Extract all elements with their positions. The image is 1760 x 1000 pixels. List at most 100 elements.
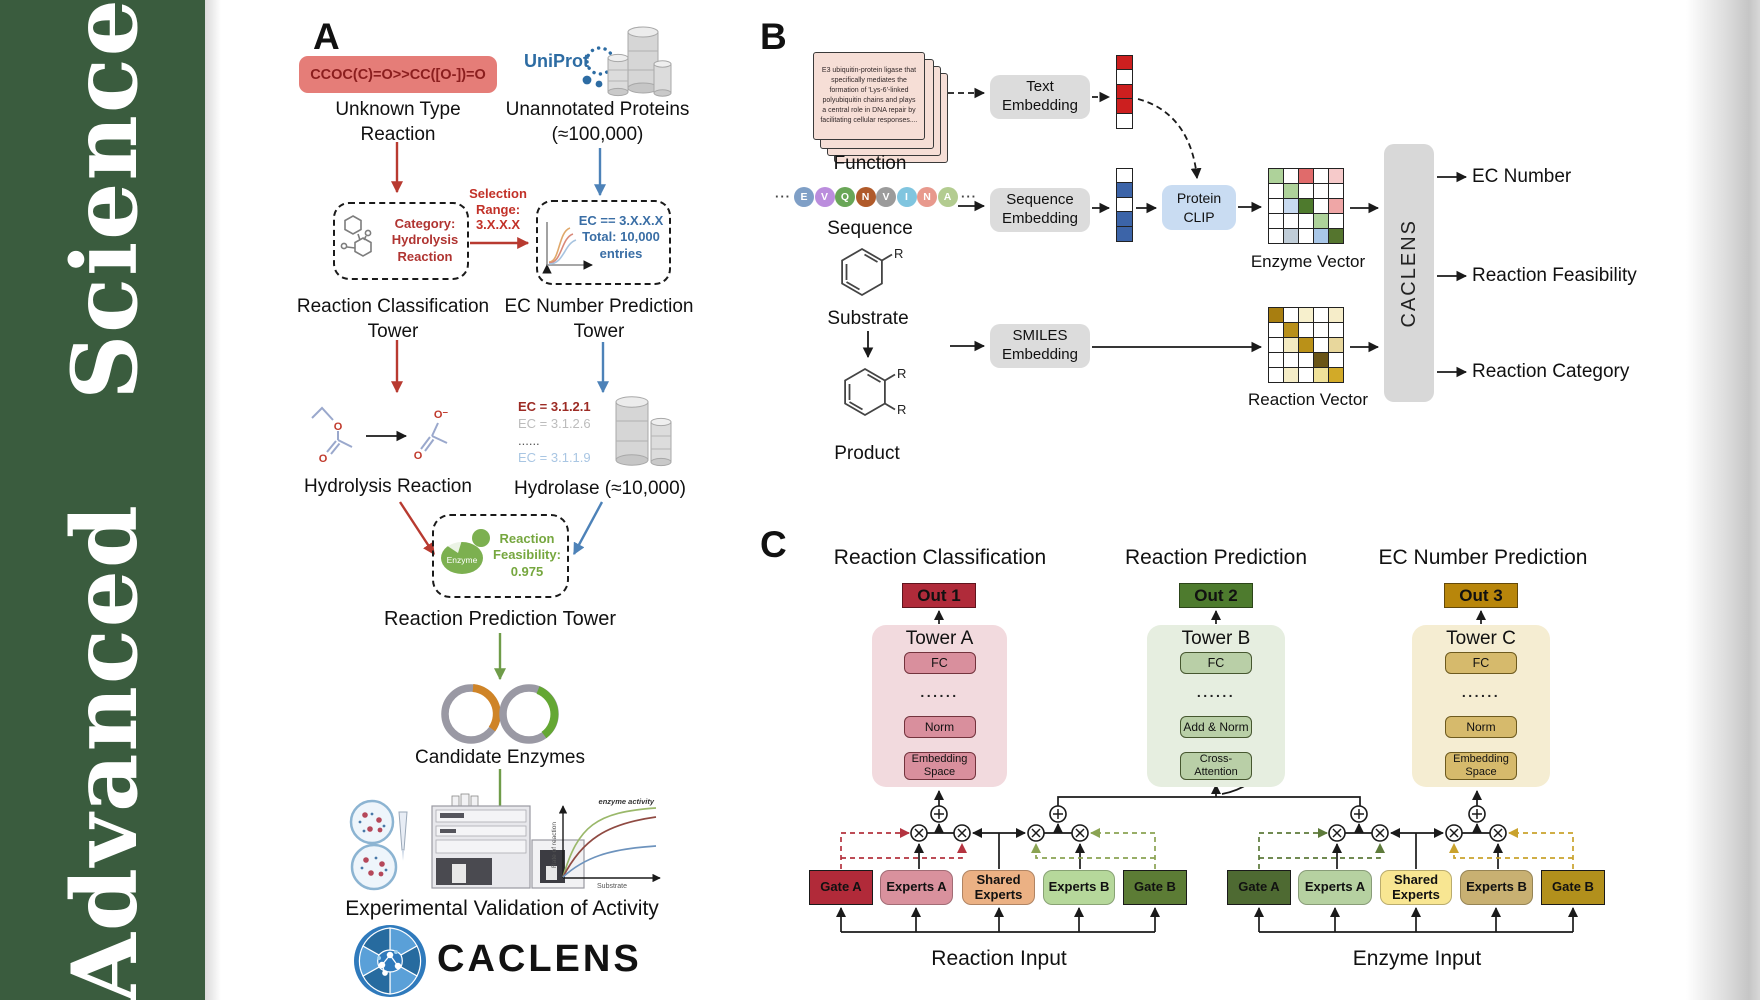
add-norm-box: Add & Norm — [1180, 716, 1252, 738]
selection-range-label: Selection Range: 3.X.X.X — [469, 186, 527, 233]
matrix-row — [1268, 168, 1344, 184]
page-gutter-shadow — [205, 0, 221, 1000]
layers-ellipsis: ...... — [920, 684, 959, 700]
matrix-cell — [1313, 213, 1329, 229]
reaction-experts-b-box: Experts B — [1043, 870, 1115, 905]
panel-c-label: C — [760, 524, 787, 565]
layers-ellipsis: ...... — [1196, 684, 1236, 700]
matrix-cell — [1283, 307, 1299, 323]
candidate-enzymes-label: Candidate Enzymes — [414, 747, 586, 768]
classification-result-box — [333, 202, 469, 280]
svg-text:R: R — [897, 402, 906, 417]
output-ec-number: EC Number — [1472, 166, 1572, 187]
matrix-cell — [1328, 322, 1344, 338]
journal-sidebar: Advanced Science — [0, 0, 205, 1000]
residue-circle: V — [814, 186, 835, 207]
reaction-input-label: Reaction Input — [931, 947, 1067, 970]
unknown-reaction-smiles: CCOC(C)=O>>CC([O-])=O — [299, 56, 497, 93]
matrix-cell — [1313, 337, 1329, 353]
enzyme-gate-b-box: Gate B — [1541, 870, 1605, 905]
output-reaction-category: Reaction Category — [1472, 361, 1630, 382]
out1-box: Out 1 — [902, 583, 976, 608]
matrix-cell — [1328, 228, 1344, 244]
cross-attention-box: Cross- Attention — [1180, 752, 1252, 780]
matrix-cell — [1268, 307, 1284, 323]
enzyme-vector-matrix — [1268, 168, 1344, 244]
experimental-validation-label: Experimental Validation of Activity — [345, 897, 659, 920]
matrix-cell — [1268, 198, 1284, 214]
text-embedding-box: Text Embedding — [990, 75, 1090, 119]
residue-circle: E — [794, 186, 814, 207]
ellipsis: ··· — [775, 189, 791, 204]
matrix-cell — [1268, 337, 1284, 353]
layers-ellipsis: ...... — [1461, 684, 1501, 700]
category-result-text: Category: Hydrolysis Reaction — [391, 216, 459, 264]
residue-circle: N — [917, 186, 937, 207]
unknown-reaction-label: Unknown Type Reaction — [335, 99, 461, 146]
out2-box: Out 2 — [1179, 583, 1253, 608]
ec-item: ...... — [518, 432, 540, 448]
reaction-experts-a-box: Experts A — [880, 870, 953, 905]
svg-text:Rate of reaction: Rate of reaction — [551, 822, 558, 868]
protein-clip-box: Protein CLIP — [1162, 185, 1236, 230]
enzyme-experts-a-box: Experts A — [1298, 870, 1372, 905]
matrix-cell — [1268, 213, 1284, 229]
matrix-cell — [1328, 367, 1344, 383]
matrix-cell — [1328, 198, 1344, 214]
curve-plot-icon — [542, 222, 593, 274]
norm-box: Norm — [1445, 716, 1517, 738]
tower-b: Tower B FC ...... Add & Norm Cross- Atte… — [1147, 625, 1285, 787]
heading-ec-number-prediction: EC Number Prediction — [1378, 546, 1588, 569]
reaction-gate-b-box: Gate B — [1123, 870, 1187, 905]
reaction-vector-label: Reaction Vector — [1247, 390, 1368, 409]
function-label: Function — [833, 153, 907, 174]
matrix-cell — [1268, 322, 1284, 338]
sequence-embedding-vector — [1116, 168, 1133, 242]
enzyme-icon: Enzyme — [441, 529, 490, 574]
svg-text:O: O — [334, 421, 343, 433]
svg-text:O⁻: O⁻ — [434, 409, 449, 421]
matrix-cell — [1298, 198, 1314, 214]
vector-cell — [1116, 112, 1133, 129]
ec-item: EC = 3.1.1.9 — [518, 449, 591, 465]
matrix-cell — [1313, 183, 1329, 199]
enzyme-experts-b-box: Experts B — [1460, 870, 1533, 905]
matrix-cell — [1283, 228, 1299, 244]
residue-circle: A — [937, 186, 958, 207]
matrix-cell — [1283, 337, 1299, 353]
svg-text:R: R — [897, 366, 906, 381]
ellipsis: ··· — [961, 189, 977, 204]
reaction-classification-tower-label: Reaction Classification Tower — [296, 296, 490, 343]
enzyme-gate-a-box: Gate A — [1227, 870, 1291, 905]
matrix-cell — [1298, 228, 1314, 244]
tower-c-title: Tower C — [1446, 628, 1516, 649]
caclens-bar-text: CACLENS — [1397, 218, 1420, 328]
fc-box: FC — [903, 652, 976, 674]
enzyme-activity-plot: enzyme activity Rate of reaction Substra… — [551, 797, 661, 890]
gate-weight-wires — [840, 827, 1574, 869]
out3-box: Out 3 — [1444, 583, 1518, 608]
matrix-cell — [1313, 307, 1329, 323]
matrix-cell — [1298, 307, 1314, 323]
ec-item: EC = 3.1.2.1 — [518, 399, 591, 414]
molecule-icon — [340, 215, 372, 257]
svg-text:O: O — [414, 450, 423, 462]
vector-cell — [1116, 225, 1133, 242]
database-icon — [615, 396, 672, 467]
hydrolase-label: Hydrolase (≈10,000) — [513, 478, 686, 499]
matrix-cell — [1298, 352, 1314, 368]
matrix-row — [1268, 337, 1344, 353]
ec-result-text: EC == 3.X.X.X Total: 10,000 entries — [578, 213, 664, 261]
sequence-label: Sequence — [827, 218, 913, 239]
substrate-label: Substrate — [827, 308, 909, 329]
norm-box: Norm — [903, 716, 976, 738]
matrix-cell — [1313, 367, 1329, 383]
unannotated-proteins-label: Unannotated Proteins (≈100,000) — [505, 99, 690, 146]
product-molecule: R R — [844, 366, 906, 417]
panel-a-label: A — [313, 16, 340, 57]
matrix-row — [1268, 367, 1344, 383]
matrix-cell — [1283, 322, 1299, 338]
